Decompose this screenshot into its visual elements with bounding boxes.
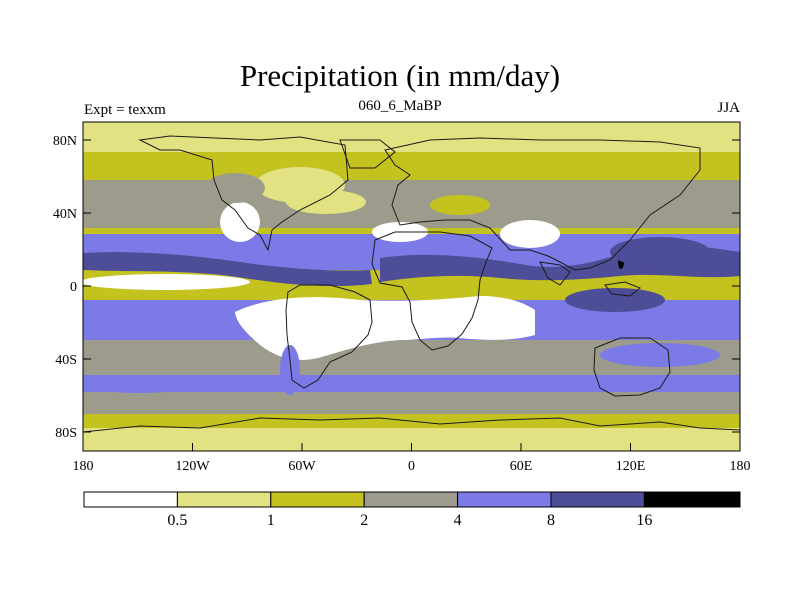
y-tick-label: 0: [70, 280, 77, 295]
coast-eurasia: [384, 137, 701, 271]
x-tick-label: 120E: [616, 459, 646, 474]
coast-australia: [593, 337, 671, 397]
map-title: Precipitation (in mm/day): [239, 58, 561, 93]
y-tick-label: 40S: [55, 353, 77, 368]
season-label: JJA: [717, 100, 740, 116]
itcz-pacific: [83, 252, 372, 287]
colorbar-bin: [176, 491, 272, 508]
colorbar-label: 0.5: [167, 512, 187, 529]
y-tick-label: 40N: [53, 207, 77, 222]
x-ticks: [82, 443, 741, 451]
dry-south-belt: [235, 296, 535, 361]
colorbar-bin: [457, 491, 552, 508]
coast-indonesia: [604, 281, 641, 297]
x-tick-label: 60E: [510, 459, 533, 474]
x-tick-label: 180: [73, 459, 94, 474]
wet-patch-3: [610, 237, 710, 267]
coast-north-america: [138, 135, 349, 252]
band-south-high: [83, 392, 740, 416]
band-polar-south: [83, 428, 740, 451]
colorbar-label: 1: [267, 512, 275, 529]
dry-pacific-equator: [83, 274, 250, 290]
band-north-mid: [83, 180, 740, 230]
colorbar-bin: [270, 491, 365, 508]
coast-india: [539, 261, 571, 286]
x-tick-label: 120W: [175, 459, 210, 474]
band-north-high: [83, 152, 740, 182]
band-south-storm: [83, 375, 740, 395]
colorbar-label: 16: [636, 512, 652, 529]
coastlines: [83, 135, 740, 433]
x-tick-label: 180: [730, 459, 751, 474]
wet-patch-5: [280, 345, 300, 395]
storm-north-atlantic: [255, 167, 345, 203]
colorbar-label: 2: [360, 512, 368, 529]
colorbar-bin: [363, 491, 459, 508]
wet-patch-4: [565, 288, 665, 312]
y-tick-label: 80S: [55, 426, 77, 441]
wet-patch-7: [85, 377, 195, 393]
colorbar-bin: [643, 491, 741, 508]
colorbar-bin: [83, 491, 178, 508]
coast-antarctica: [83, 417, 740, 433]
band-polar-north: [83, 122, 740, 156]
dry-north-america: [220, 202, 260, 242]
wet-patch-6: [600, 343, 720, 367]
coast-africa: [371, 231, 493, 351]
dry-arabia: [500, 220, 560, 248]
period-label: 060_6_MaBP: [358, 98, 442, 114]
x-tick-label: 60W: [288, 459, 316, 474]
wet-patch-2: [430, 195, 490, 215]
colorbar-bin: [550, 491, 645, 508]
coast-south-america: [285, 284, 373, 389]
colorbar-label: 8: [547, 512, 555, 529]
colorbar: [83, 491, 741, 508]
experiment-label: Expt = texxm: [84, 102, 166, 118]
y-tick-label: 80N: [53, 134, 77, 149]
y-ticks: [83, 139, 740, 433]
band-south-polar: [83, 414, 740, 430]
colorbar-label: 4: [454, 512, 462, 529]
precip-field: [83, 122, 740, 451]
coast-greenland: [339, 139, 396, 169]
x-tick-label: 0: [408, 459, 415, 474]
